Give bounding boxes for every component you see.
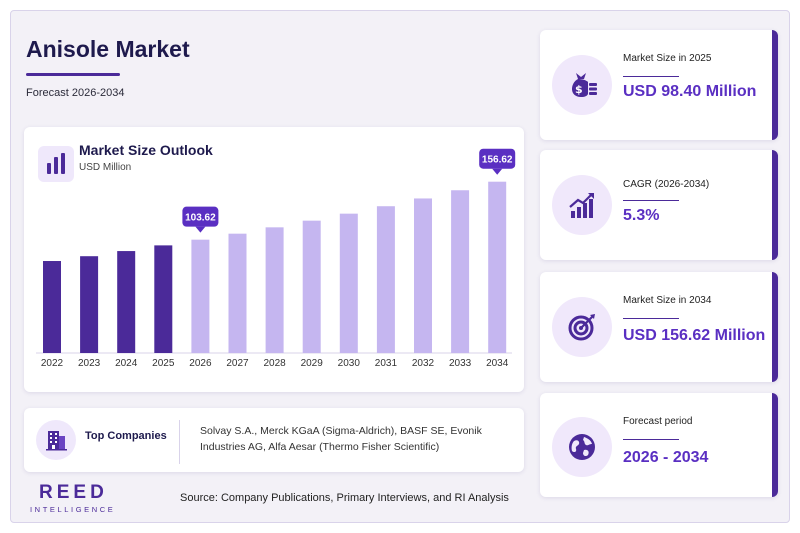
x-tick-label: 2028 (263, 358, 286, 369)
stat-value: 2026 - 2034 (623, 449, 709, 466)
x-tick-label: 2022 (41, 358, 64, 369)
bar-2025 (154, 245, 173, 353)
top-companies-card (24, 408, 524, 472)
stat-label: Market Size in 2025 (623, 53, 712, 64)
bar-2032 (414, 198, 432, 353)
bar-2024 (117, 251, 136, 353)
stat-card-cagr: CAGR (2026-2034) 5.3% (540, 150, 778, 260)
bar-2030 (339, 213, 358, 353)
x-tick-label: 2034 (486, 358, 509, 369)
companies-divider (179, 420, 180, 464)
bar-chart-icon (38, 146, 74, 182)
globe-icon (552, 417, 612, 477)
bar-2033 (451, 190, 470, 353)
stat-value: 5.3% (623, 207, 660, 224)
stat-rule (623, 76, 679, 77)
page-title: Anisole Market (26, 36, 190, 62)
title-underline (26, 73, 120, 76)
x-tick-label: 2031 (375, 358, 398, 369)
stat-card-market-2025: $ Market Size in 2025 USD 98.40 Million (540, 30, 778, 140)
bar-2034 (488, 181, 507, 353)
growth-chart-icon (552, 175, 612, 235)
logo-wordmark: REED (39, 482, 108, 503)
top-companies-label: Top Companies (85, 430, 167, 442)
x-tick-label: 2030 (338, 358, 361, 369)
stat-card-market-2034: Market Size in 2034 USD 156.62 Million (540, 272, 778, 382)
x-tick-label: 2025 (152, 358, 175, 369)
bar-2026 (191, 239, 210, 353)
x-tick-label: 2029 (301, 358, 324, 369)
stat-rule (623, 318, 679, 319)
data-label: 103.62 (185, 213, 216, 224)
bar-2022 (43, 261, 61, 353)
bar-2023 (80, 256, 99, 353)
stat-label: CAGR (2026-2034) (623, 179, 710, 190)
stat-rule (623, 200, 679, 201)
x-tick-label: 2032 (412, 358, 435, 369)
svg-text:$: $ (575, 83, 583, 96)
data-label: 156.62 (482, 155, 513, 166)
stat-value: USD 98.40 Million (623, 83, 757, 100)
x-tick-label: 2033 (449, 358, 472, 369)
page-subtitle: Forecast 2026-2034 (26, 87, 125, 99)
value-callout-2034: 156.62 (479, 148, 516, 175)
stat-label: Market Size in 2034 (623, 295, 712, 306)
value-callout-2026: 103.62 (182, 206, 219, 233)
bar-chart: 2022 2023 2024 2025 2026 103.62 2027 2028 2029 20… (36, 148, 516, 369)
stat-rule (623, 439, 679, 440)
bar-2029 (302, 220, 321, 353)
x-tick-label: 2023 (78, 358, 101, 369)
x-tick-label: 2024 (115, 358, 138, 369)
source-note: Source: Company Publications, Primary In… (180, 492, 509, 504)
chart-title: Market Size Outlook (79, 142, 213, 158)
x-tick-label: 2027 (226, 358, 249, 369)
bar-2027 (228, 233, 247, 353)
chart-unit-label: USD Million (79, 162, 132, 173)
target-icon (552, 297, 612, 357)
money-bag-icon: $ (552, 55, 612, 115)
bar-2028 (265, 227, 284, 353)
stat-label: Forecast period (623, 416, 693, 427)
top-companies-list: Solvay S.A., Merck KGaA (Sigma-Aldrich),… (200, 425, 482, 453)
building-icon (36, 420, 76, 460)
logo-tagline: INTELLIGENCE (30, 505, 116, 514)
x-tick-label: 2026 (189, 358, 212, 369)
bar-2031 (376, 206, 395, 353)
stat-value: USD 156.62 Million (623, 327, 766, 344)
stat-card-forecast-period: Forecast period 2026 - 2034 (540, 393, 778, 497)
